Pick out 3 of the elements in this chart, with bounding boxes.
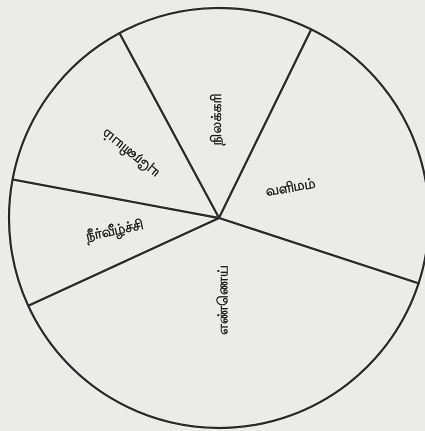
slice-label: எண்ணெய் [216,264,232,335]
slice-label: வளிமம் [264,176,317,200]
slice-label: நிலக்கரி [209,93,226,146]
